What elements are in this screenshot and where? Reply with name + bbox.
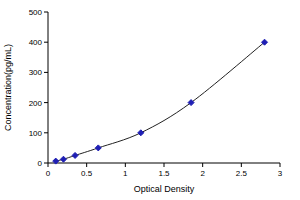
x-tick — [48, 163, 49, 167]
data-point — [188, 100, 194, 106]
x-tick — [241, 163, 242, 167]
y-tick — [44, 42, 48, 43]
x-tick — [86, 163, 87, 167]
y-tick — [44, 163, 48, 164]
x-tick — [125, 163, 126, 167]
y-tick-label: 100 — [29, 129, 43, 138]
curve-line — [56, 42, 265, 161]
y-tick — [44, 132, 48, 133]
y-tick-label: 0 — [38, 159, 43, 168]
x-tick-label: 3 — [278, 169, 283, 178]
x-tick-label: 1 — [123, 169, 128, 178]
chart-container: 0 100 200 300 400 500 0 0.5 1 1.5 2 2.5 3 Optical Den… — [0, 0, 300, 200]
x-tick-label: 1.5 — [158, 169, 170, 178]
y-tick — [44, 12, 48, 13]
x-tick-label: 2 — [200, 169, 205, 178]
y-axis-line — [48, 12, 49, 163]
data-point — [53, 158, 59, 164]
data-point — [95, 145, 101, 151]
plot-area — [53, 39, 268, 164]
data-point — [262, 39, 268, 45]
data-point — [138, 130, 144, 136]
x-tick — [202, 163, 203, 167]
y-tick-label: 500 — [29, 8, 43, 17]
y-tick — [44, 102, 48, 103]
x-tick-label: 0.5 — [81, 169, 93, 178]
x-tick-label: 2.5 — [236, 169, 248, 178]
y-tick-label: 200 — [29, 99, 43, 108]
y-tick — [44, 72, 48, 73]
x-tick — [280, 163, 281, 167]
y-tick-label: 400 — [29, 38, 43, 47]
x-axis-label: Optical Density — [134, 184, 195, 194]
y-axis-label: Concentration(pg/mL) — [3, 44, 13, 131]
y-tick-label: 300 — [29, 68, 43, 77]
chart-svg: 0 100 200 300 400 500 0 0.5 1 1.5 2 2.5 3 Optical Den… — [0, 0, 300, 200]
data-point — [60, 156, 66, 162]
x-tick — [164, 163, 165, 167]
x-tick-label: 0 — [46, 169, 51, 178]
data-point — [72, 152, 78, 158]
